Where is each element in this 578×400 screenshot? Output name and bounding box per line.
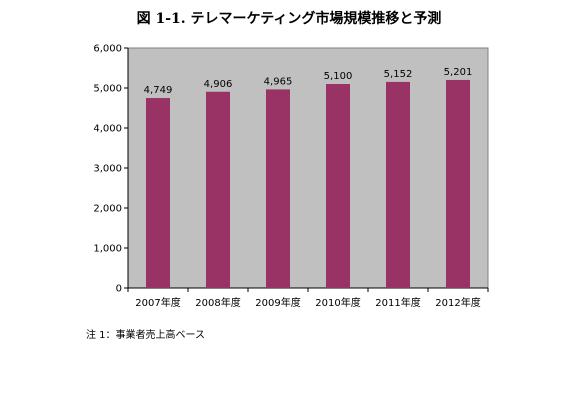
y-tick-label: 1,000 xyxy=(93,244,122,255)
y-tick-label: 0 xyxy=(116,284,122,295)
y-tick-label: 2,000 xyxy=(93,204,122,215)
y-tick-label: 4,000 xyxy=(93,124,122,135)
data-label: 5,100 xyxy=(324,71,353,82)
x-tick-label: 2008年度 xyxy=(195,296,240,309)
bar xyxy=(206,91,230,288)
y-axis: 0 1,000 2,000 3,000 4,000 5,000 6,000 xyxy=(93,44,129,295)
x-axis: 2007年度 2008年度 2009年度 2010年度 2011年度 2012年度 xyxy=(127,287,489,309)
plot-background xyxy=(127,47,489,289)
bars xyxy=(146,79,470,289)
bar xyxy=(326,84,350,288)
bar xyxy=(146,98,170,288)
data-label: 4,906 xyxy=(204,79,233,90)
data-label: 5,152 xyxy=(384,69,413,80)
x-tick-label: 2009年度 xyxy=(255,296,300,309)
y-tick-label: 3,000 xyxy=(93,164,122,175)
x-tick-label: 2010年度 xyxy=(315,296,360,309)
data-label: 4,749 xyxy=(144,85,173,96)
bar xyxy=(386,81,410,288)
bar xyxy=(446,79,470,289)
chart-title: 図 1-1. テレマーケティング市場規模推移と予測 xyxy=(136,11,442,27)
x-tick-label: 2012年度 xyxy=(435,296,480,309)
y-tick-label: 6,000 xyxy=(93,44,122,55)
data-label: 5,201 xyxy=(444,67,473,78)
x-tick-label: 2011年度 xyxy=(375,296,420,309)
plot-area xyxy=(127,47,489,289)
bar xyxy=(266,89,290,289)
data-labels: 4,749 4,906 4,965 5,100 5,152 5,201 xyxy=(144,67,473,96)
footnote: 注 1：事業者売上高ベース xyxy=(86,330,206,341)
data-label: 4,965 xyxy=(264,76,293,87)
x-tick-label: 2007年度 xyxy=(135,296,180,309)
y-tick-label: 5,000 xyxy=(93,84,122,95)
